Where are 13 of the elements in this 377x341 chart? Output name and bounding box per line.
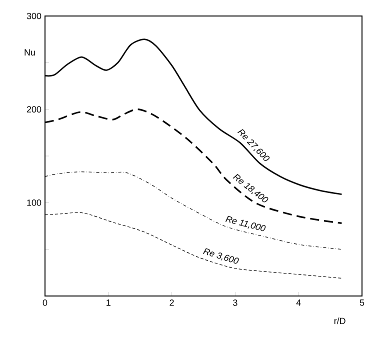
x-tick-label: 2 — [170, 300, 174, 306]
x-tick-label: 5 — [360, 300, 364, 306]
y-tick-label: 200 — [26, 106, 42, 113]
y-tick-label: 100 — [27, 199, 42, 206]
x-tick-label: 0 — [42, 300, 48, 306]
y-axis-title: Nu — [24, 49, 35, 56]
text: Re 3,600 — [203, 248, 239, 264]
y-tick-label: 300 — [26, 12, 42, 20]
x-axis-title: r/D — [334, 318, 346, 324]
text: Re 11,000 — [225, 216, 266, 232]
x-tick-label: 1 — [106, 300, 110, 306]
x-tick-label: 4 — [296, 300, 301, 306]
x-tick-label: 3 — [233, 300, 238, 306]
